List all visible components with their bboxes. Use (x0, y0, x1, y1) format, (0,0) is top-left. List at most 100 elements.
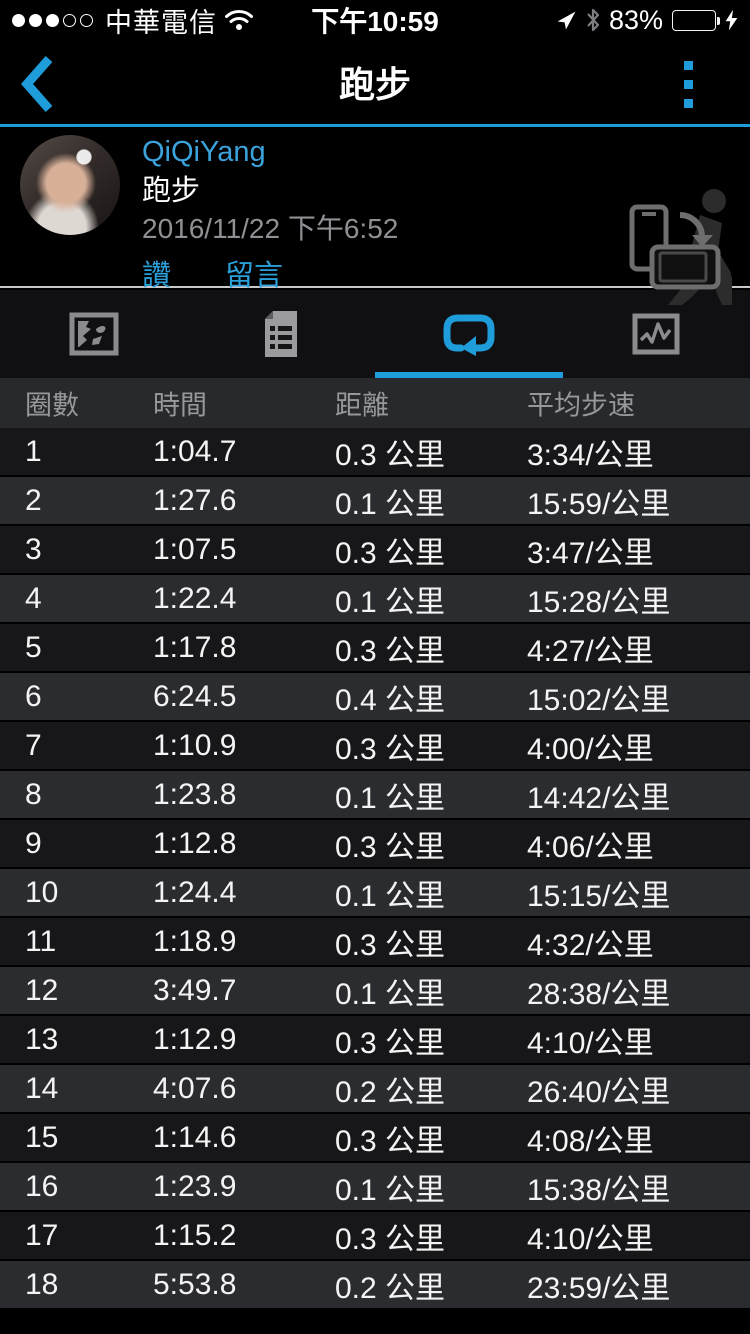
lap-pace: 4:10/公里 (527, 1222, 654, 1256)
lap-distance: 0.2 公里 (335, 1075, 446, 1109)
lap-pace: 14:42/公里 (527, 781, 671, 815)
lap-number: 11 (25, 924, 57, 958)
lap-time: 1:07.5 (153, 532, 237, 566)
table-row[interactable]: 12 3:49.7 0.1 公里 28:38/公里 (0, 967, 750, 1016)
table-row[interactable]: 17 1:15.2 0.3 公里 4:10/公里 (0, 1212, 750, 1261)
lap-distance: 0.3 公里 (335, 438, 446, 472)
lap-number: 8 (25, 777, 42, 811)
lap-pace: 15:02/公里 (527, 683, 671, 717)
table-row[interactable]: 16 1:23.9 0.1 公里 15:38/公里 (0, 1163, 750, 1212)
wifi-icon (225, 9, 253, 31)
lap-pace: 4:27/公里 (527, 634, 654, 668)
lap-distance: 0.3 公里 (335, 732, 446, 766)
table-row[interactable]: 13 1:12.9 0.3 公里 4:10/公里 (0, 1016, 750, 1065)
lap-distance: 0.1 公里 (335, 977, 446, 1011)
lap-distance: 0.1 公里 (335, 879, 446, 913)
document-icon (261, 309, 301, 359)
lap-time: 1:22.4 (153, 581, 237, 615)
lap-pace: 3:34/公里 (527, 438, 654, 472)
lap-time: 1:24.4 (153, 875, 237, 909)
lap-pace: 4:10/公里 (527, 1026, 654, 1060)
lap-number: 10 (25, 875, 59, 909)
table-row[interactable]: 8 1:23.8 0.1 公里 14:42/公里 (0, 771, 750, 820)
table-row[interactable]: 15 1:14.6 0.3 公里 4:08/公里 (0, 1114, 750, 1163)
table-row[interactable]: 18 5:53.8 0.2 公里 23:59/公里 (0, 1261, 750, 1310)
lap-number: 4 (25, 581, 42, 615)
avatar[interactable] (20, 135, 120, 235)
lap-pace: 4:00/公里 (527, 732, 654, 766)
tab-details[interactable] (188, 290, 376, 378)
lap-pace: 4:08/公里 (527, 1124, 654, 1158)
lap-number: 2 (25, 483, 42, 517)
tab-map[interactable] (0, 290, 188, 378)
lap-time: 1:04.7 (153, 434, 237, 468)
lap-time: 1:23.9 (153, 1169, 237, 1203)
charging-bolt-icon (725, 9, 738, 31)
lap-time: 6:24.5 (153, 679, 237, 713)
table-row[interactable]: 4 1:22.4 0.1 公里 15:28/公里 (0, 575, 750, 624)
lap-pace: 4:32/公里 (527, 928, 654, 962)
lap-distance: 0.4 公里 (335, 683, 446, 717)
lap-distance: 0.3 公里 (335, 1124, 446, 1158)
lap-time: 1:10.9 (153, 728, 237, 762)
table-row[interactable]: 6 6:24.5 0.4 公里 15:02/公里 (0, 673, 750, 722)
overflow-menu-button[interactable] (670, 54, 706, 114)
user-name-link[interactable]: QiQiYang (142, 136, 266, 168)
nav-bar: 跑步 (0, 40, 750, 127)
lap-number: 3 (25, 532, 42, 566)
table-row[interactable]: 1 1:04.7 0.3 公里 3:34/公里 (0, 428, 750, 477)
table-row[interactable]: 7 1:10.9 0.3 公里 4:00/公里 (0, 722, 750, 771)
lap-distance: 0.3 公里 (335, 928, 446, 962)
col-header-laps: 圈數 (25, 390, 79, 421)
lap-pace: 15:38/公里 (527, 1173, 671, 1207)
table-row[interactable]: 5 1:17.8 0.3 公里 4:27/公里 (0, 624, 750, 673)
lap-number: 12 (25, 973, 59, 1007)
back-button[interactable] (10, 52, 66, 116)
table-row[interactable]: 10 1:24.4 0.1 公里 15:15/公里 (0, 869, 750, 918)
lap-time: 1:12.8 (153, 826, 237, 860)
lap-pace: 15:28/公里 (527, 585, 671, 619)
lap-distance: 0.1 公里 (335, 781, 446, 815)
comment-button[interactable]: 留言 (225, 260, 284, 292)
lap-distance: 0.1 公里 (335, 1173, 446, 1207)
chart-icon (632, 313, 680, 355)
table-row[interactable]: 14 4:07.6 0.2 公里 26:40/公里 (0, 1065, 750, 1114)
table-row[interactable]: 11 1:18.9 0.3 公里 4:32/公里 (0, 918, 750, 967)
battery-percent-label: 83% (608, 4, 663, 35)
lap-time: 1:12.9 (153, 1022, 237, 1056)
lap-number: 18 (25, 1267, 59, 1301)
lap-number: 17 (25, 1218, 59, 1252)
table-row[interactable]: 3 1:07.5 0.3 公里 3:47/公里 (0, 526, 750, 575)
tab-charts[interactable] (563, 290, 750, 378)
status-bar: 中華電信 下午10:59 83% (0, 0, 750, 40)
lap-distance: 0.3 公里 (335, 536, 446, 570)
table-row[interactable]: 2 1:27.6 0.1 公里 15:59/公里 (0, 477, 750, 526)
lap-number: 15 (25, 1120, 59, 1154)
activity-card: QiQiYang 跑步 2016/11/22 下午6:52 讚 留言 (0, 130, 750, 305)
lap-pace: 26:40/公里 (527, 1075, 671, 1109)
page-title: 跑步 (338, 64, 411, 105)
lap-distance: 0.3 公里 (335, 1222, 446, 1256)
lap-pace: 3:47/公里 (527, 536, 654, 570)
lap-number: 5 (25, 630, 42, 664)
like-button[interactable]: 讚 (142, 260, 172, 292)
lap-time: 1:27.6 (153, 483, 237, 517)
lap-time: 3:49.7 (153, 973, 237, 1007)
lap-distance: 0.3 公里 (335, 830, 446, 864)
lap-distance: 0.2 公里 (335, 1271, 446, 1305)
lap-time: 1:18.9 (153, 924, 237, 958)
col-header-time: 時間 (153, 390, 207, 421)
cellular-signal-icon (12, 13, 93, 27)
lap-number: 1 (25, 434, 42, 468)
activity-type-label: 跑步 (142, 175, 201, 207)
lap-distance: 0.1 公里 (335, 585, 446, 619)
battery-icon (672, 9, 720, 31)
lap-pace: 4:06/公里 (527, 830, 654, 864)
tab-laps[interactable] (375, 290, 563, 378)
table-row[interactable]: 9 1:12.8 0.3 公里 4:06/公里 (0, 820, 750, 869)
lap-number: 16 (25, 1169, 59, 1203)
col-header-pace: 平均步速 (527, 390, 635, 421)
lap-number: 13 (25, 1022, 59, 1056)
activity-timestamp: 2016/11/22 下午6:52 (142, 213, 399, 244)
